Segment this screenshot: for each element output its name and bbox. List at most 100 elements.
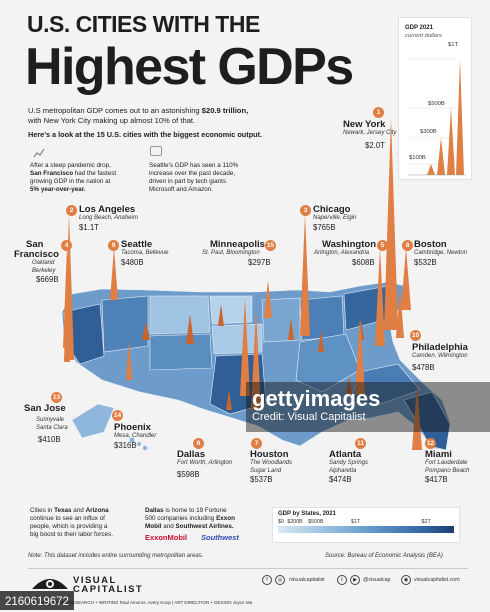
spike-chicago: [300, 214, 310, 336]
state-color-scale: [278, 526, 454, 533]
rank-badge: 5: [377, 240, 388, 251]
spike-seattle: [110, 248, 118, 300]
city-label-miami: Miami Fort Lauderdale Pompano Beach $417…: [425, 449, 470, 485]
metro-spike: [288, 318, 294, 340]
spike-san-jose: [64, 322, 70, 362]
computer-icon: [150, 146, 162, 156]
hawaii-island-1: [129, 437, 135, 443]
rank-badge: 7: [251, 438, 262, 449]
legend-level-300b: $300B: [420, 129, 437, 135]
legend-level-1t: $1T: [448, 42, 458, 48]
rank-badge: 14: [112, 410, 123, 421]
globe-icon[interactable]: ◉: [401, 575, 411, 585]
state-legend-ticks: $0 $200B $500B $1T $2T: [278, 519, 431, 525]
rank-badge: 3: [300, 205, 311, 216]
intro-subtext: Here's a look at the 15 U.S. cities with…: [28, 130, 263, 139]
rank-badge: 4: [61, 240, 72, 251]
image-id-bar: [0, 591, 74, 610]
instagram-icon[interactable]: ◎: [275, 575, 285, 585]
metro-spike: [226, 390, 232, 410]
city-label-chicago: Chicago Naperville, Elgin $765B: [313, 204, 357, 232]
watermark-overlay: [246, 382, 490, 432]
rank-badge: 15: [265, 240, 276, 251]
spike-miami: [412, 384, 422, 450]
social-handle-2[interactable]: @visualcap: [363, 577, 391, 583]
rank-badge: 11: [355, 438, 366, 449]
city-label-minneapolis: Minneapolis St. Paul, Bloomington $297B: [202, 239, 271, 267]
spike-phoenix: [126, 340, 132, 380]
spike-houston: [251, 310, 261, 410]
city-label-dallas: Dallas Fort Worth, Arlington $598B: [177, 449, 233, 479]
trend-up-icon: [33, 145, 45, 158]
social-handle-1[interactable]: /visualcapitalist: [289, 577, 325, 583]
credits: COLLABORATORS RESEARCH + WRITING Raul Am…: [28, 600, 253, 605]
intro-text: U.S metropolitan GDP comes out to an ast…: [28, 106, 249, 125]
metro-spike: [218, 304, 224, 326]
rank-badge: 9: [108, 240, 119, 251]
state-gdp-legend: [272, 507, 460, 543]
sf-note: After a steep pandemic drop, San Francis…: [30, 162, 117, 193]
metro-spike: [346, 376, 352, 394]
city-label-phoenix: Phoenix Mesa, Chandler $316B: [114, 422, 157, 450]
dataset-note: Note: This dataset includes entire surro…: [28, 553, 204, 559]
metro-spike: [186, 314, 194, 344]
spike-philadelphia: [396, 288, 404, 338]
exxonmobil-logo: ExxonMobil: [145, 533, 188, 542]
rank-badge: 2: [66, 205, 77, 216]
city-label-boston: Boston Cambridge, Newton $532B: [414, 239, 468, 267]
page-title: Highest GDPs: [25, 38, 354, 96]
city-label-philadelphia: Philadelphia Camden, Wilmington $478B: [412, 342, 468, 372]
rank-badge: 6: [193, 438, 204, 449]
metro-spike: [142, 322, 150, 340]
rank-badge: 12: [425, 438, 436, 449]
twitter-icon[interactable]: t: [337, 575, 347, 585]
rank-badge: 13: [51, 392, 62, 403]
spike-dallas: [240, 298, 250, 396]
metro-spike: [318, 330, 324, 352]
southeast-region: [349, 363, 421, 405]
youtube-icon[interactable]: ▶: [350, 575, 360, 585]
spike-minneapolis: [264, 280, 272, 318]
website-link[interactable]: visualcapitalist.com: [414, 577, 460, 583]
footer-divider: [28, 568, 468, 569]
legend-title: GDP 2021: [405, 25, 433, 31]
legend-level-100b: $100B: [409, 155, 426, 161]
visual-capitalist-logo[interactable]: VISUAL CAPITALIST: [73, 575, 144, 595]
city-label-washington: Washington Arlington, Alexandria $608B: [314, 239, 376, 267]
watermark-brand: gettyimages: [252, 386, 381, 411]
city-label-san-francisco: San Francisco Oakland Berkeley $669B: [14, 239, 59, 285]
southwest-logo: Southwest: [201, 533, 239, 542]
image-id: 2160619672: [5, 596, 69, 608]
spike-san-francisco: [63, 246, 71, 348]
alaska-region: [71, 403, 115, 439]
rank-badge: 1: [373, 107, 384, 118]
title-line-1: U.S. CITIES WITH THE: [27, 11, 260, 37]
state-legend-title: GDP by States, 2021: [278, 511, 336, 517]
city-label-seattle: Seattle Tacoma, Bellevue $480B: [121, 239, 169, 267]
city-label-houston: Houston The Woodlands Sugar Land $537B: [250, 449, 293, 485]
legend-subtitle: current dollars: [405, 33, 442, 39]
state-region-4: [149, 333, 213, 371]
state-region-5: [101, 295, 149, 353]
city-label-los-angeles: Los Angeles Long Beach, Anaheim $1.1T: [79, 204, 138, 232]
spike-atlanta: [355, 318, 365, 394]
visual-capitalist-logo-icon: [32, 579, 68, 589]
spike-boston: [401, 248, 411, 310]
rank-badge: 10: [410, 330, 421, 341]
dallas-note: Dallas is home to 19 Fortune 500 compani…: [145, 507, 235, 530]
texas-note: Cities in Texas and Arizona continue to …: [30, 507, 113, 538]
legend-level-500b: $500B: [428, 101, 445, 107]
source-note: Source: Bureau of Economic Analysis (BEA…: [325, 553, 443, 559]
state-region-1: [149, 295, 211, 335]
city-label-san-jose: San Jose Sunnyvale Santa Clara $410B: [24, 403, 68, 445]
spike-washington: [375, 248, 385, 346]
seattle-note: Seattle's GDP has seen a 110% increase o…: [149, 162, 239, 193]
facebook-icon[interactable]: f: [262, 575, 272, 585]
rank-badge: 8: [402, 240, 413, 251]
hawaii-island-2: [137, 442, 141, 446]
legend-spikes: [408, 58, 466, 176]
city-label-atlanta: Atlanta Sandy Springs Alpharetta $474B: [329, 449, 369, 485]
spike-new-york: [384, 118, 398, 330]
watermark-credit: Credit: Visual Capitalist: [252, 411, 366, 423]
